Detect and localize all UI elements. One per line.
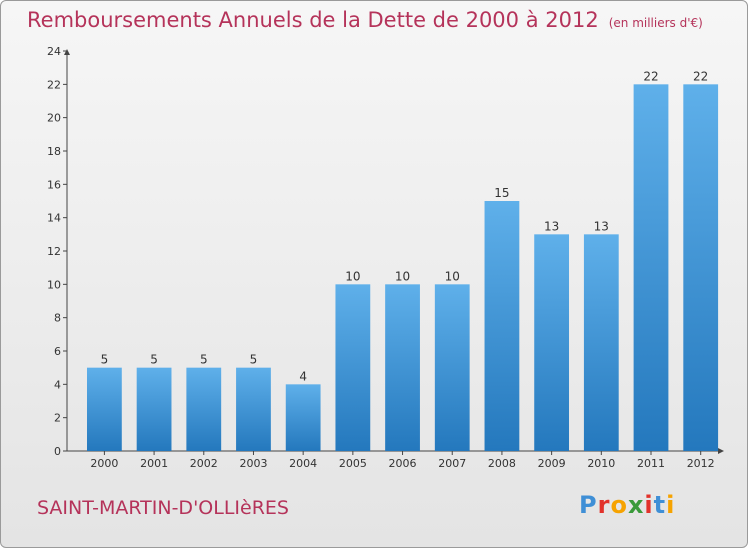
data-label: 22 <box>693 69 708 83</box>
bars <box>87 84 719 451</box>
bar <box>87 367 122 451</box>
x-tick-label: 2006 <box>389 457 417 470</box>
data-label: 4 <box>299 369 307 383</box>
x-tick-label: 2009 <box>538 457 566 470</box>
bar <box>186 367 222 451</box>
data-label: 15 <box>494 186 509 200</box>
y-tick-label: 4 <box>54 378 61 391</box>
bar <box>385 284 420 451</box>
logo-letter: i <box>644 491 654 519</box>
logo-letter: r <box>597 491 611 519</box>
x-tick-label: 2008 <box>488 457 516 470</box>
x-axis-arrow <box>718 448 724 454</box>
x-tick-label: 2000 <box>90 457 118 470</box>
bar <box>335 284 371 451</box>
x-tick-label: 2010 <box>587 457 615 470</box>
bar <box>534 234 570 451</box>
y-tick-label: 22 <box>47 78 61 91</box>
x-tick-label: 2003 <box>239 457 267 470</box>
x-tick-label: 2004 <box>289 457 317 470</box>
y-tick-label: 2 <box>54 412 61 425</box>
y-tick-label: 10 <box>47 278 61 291</box>
y-axis-arrow <box>64 49 70 55</box>
y-tick-label: 8 <box>54 312 61 325</box>
logo-letter: i <box>666 491 676 519</box>
data-label: 5 <box>200 353 208 367</box>
y-tick-label: 16 <box>47 178 61 191</box>
proxiti-logo[interactable]: Proxiti <box>579 491 675 519</box>
logo-letter: x <box>627 491 645 519</box>
logo-letter: t <box>653 491 667 519</box>
title-text: Remboursements Annuels de la Dette de 20… <box>27 8 599 32</box>
bar <box>236 367 271 451</box>
data-label: 10 <box>345 269 360 283</box>
x-tick-label: 2005 <box>339 457 367 470</box>
data-label: 5 <box>150 353 158 367</box>
y-tick-label: 12 <box>47 245 61 258</box>
bar <box>583 234 619 451</box>
x-tick-label: 2002 <box>190 457 218 470</box>
data-label: 22 <box>643 69 658 83</box>
x-tick-label: 2007 <box>438 457 466 470</box>
data-label: 13 <box>544 219 559 233</box>
bar <box>633 84 669 451</box>
logo-letter: P <box>579 491 598 519</box>
y-tick-label: 0 <box>54 445 61 458</box>
commune-name: SAINT-MARTIN-D'OLLIèRES <box>37 497 289 519</box>
bar <box>434 284 470 451</box>
bar <box>136 367 172 451</box>
labels: 2000 5 2001 5 2002 5 2003 5 2004 4 2005 10 2006 10 200… <box>90 69 714 470</box>
x-tick-label: 2012 <box>687 457 715 470</box>
x-tick-label: 2011 <box>637 457 665 470</box>
bar <box>484 201 520 451</box>
chart-subtitle: (en milliers d'€) <box>608 16 703 30</box>
data-label: 10 <box>445 269 460 283</box>
data-label: 5 <box>250 353 258 367</box>
x-tick-label: 2001 <box>140 457 168 470</box>
y-tick-label: 18 <box>47 145 61 158</box>
logo-letter: o <box>610 491 628 519</box>
data-label: 13 <box>594 219 609 233</box>
chart-title: Remboursements Annuels de la Dette de 20… <box>27 8 703 32</box>
y-tick-label: 14 <box>47 212 61 225</box>
data-label: 10 <box>395 269 410 283</box>
bar <box>683 84 719 451</box>
y-tick-label: 24 <box>47 45 61 58</box>
data-label: 5 <box>101 353 109 367</box>
bar <box>285 384 321 451</box>
y-tick-label: 20 <box>47 112 61 125</box>
y-tick-label: 6 <box>54 345 61 358</box>
